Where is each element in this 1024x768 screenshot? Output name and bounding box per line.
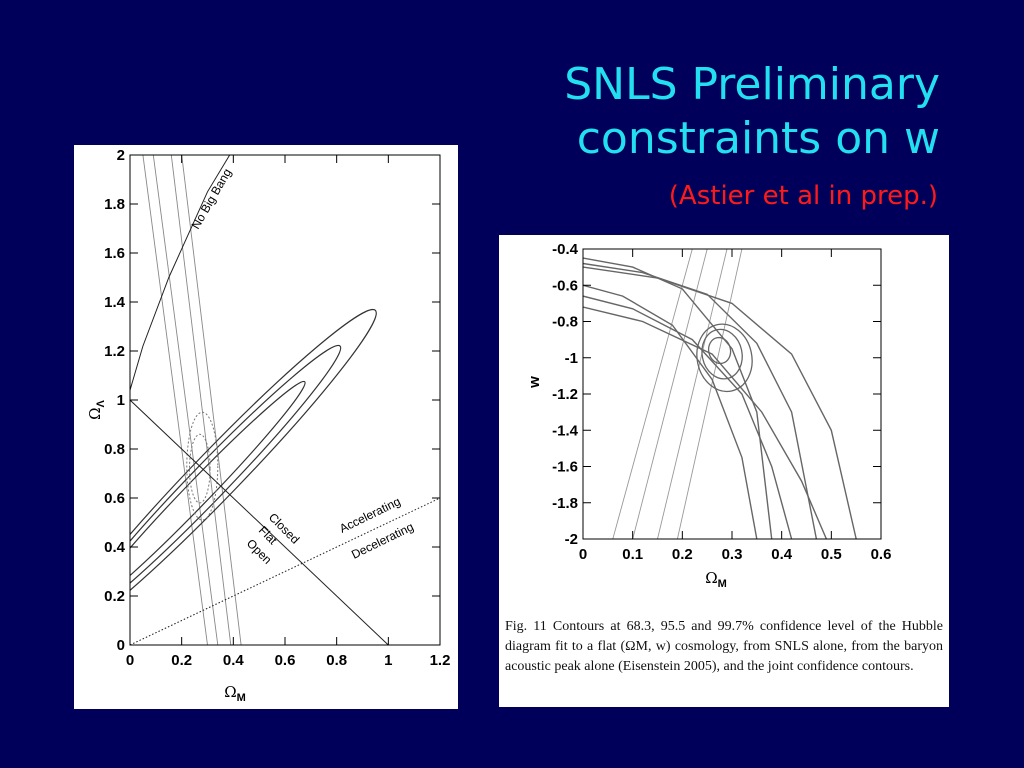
omega-lambda-axis-tick-label: 1.4 (104, 294, 126, 311)
w-chart-omega-m-axis-tick-label: 0.4 (771, 546, 793, 563)
omega-lambda-axis-tick-label: 0.4 (104, 539, 126, 556)
bao-band-line (676, 249, 743, 539)
w-chart-omega-m-axis-label: ΩM (705, 569, 727, 590)
snls-band-curve (583, 262, 818, 539)
w-axis-tick-label: -0.6 (552, 277, 578, 294)
snls-contour (130, 380, 306, 606)
snls-band-curve (583, 266, 857, 539)
w-axis-tick-label: -0.4 (552, 241, 579, 258)
w-axis-tick-label: -1 (565, 350, 578, 367)
joint-contour (189, 433, 211, 504)
flat-line (130, 399, 389, 645)
bao-band-line (152, 155, 219, 645)
joint-contour (696, 323, 753, 393)
bao-band-line (657, 249, 728, 539)
omega-lambda-axis-tick-label: 1.6 (104, 245, 125, 262)
omega-lambda-axis-tick-label: 0.8 (104, 441, 125, 458)
w-chart-panel: 0 0.1 0.2 0.3 0.4 0.5 0.6 -2 -1.8 -1.6 -1.4 -1.2 -1 -… (499, 235, 949, 707)
w-axis-tick-label: -0.8 (552, 314, 578, 331)
omega-m-axis-tick-label: 0.8 (326, 652, 347, 669)
w-axis-label: w (526, 376, 543, 389)
w-chart-omega-m-axis-tick-label: 0.6 (871, 546, 892, 563)
slide-title: SNLS Preliminary constraints on w (564, 58, 940, 166)
snls-contour (130, 344, 342, 622)
omega-lambda-axis-tick-label: 2 (117, 147, 125, 164)
w-chart-omega-m-axis-tick-label: 0.1 (622, 546, 643, 563)
snls-band-curve (583, 284, 758, 539)
bao-band-line (612, 249, 693, 539)
omega-lambda-axis-tick-label: 1.2 (104, 343, 125, 360)
w-axis-tick-label: -1.8 (552, 495, 578, 512)
omega-m-axis-tick-label: 0.6 (275, 652, 296, 669)
omega-m-axis-tick-label: 0.4 (223, 652, 245, 669)
snls-band-curve (583, 306, 828, 539)
w-plot-area (583, 249, 857, 539)
omega-lambda-axis-label: ΩΛ (86, 399, 107, 419)
omega-m-axis-tick-label: 0 (126, 652, 134, 669)
bao-band-line (142, 155, 208, 645)
w-axis-tick-label: -1.4 (552, 422, 579, 439)
omega-lambda-axis-tick-label: 0.2 (104, 588, 125, 605)
omega-lambda-axis-tick-label: 0.6 (104, 490, 125, 507)
slide-title-line1: SNLS Preliminary (564, 59, 940, 110)
slide-subtitle: (Astier et al in prep.) (668, 181, 938, 211)
bao-band-line (170, 155, 232, 645)
no-big-bang-label: No Big Bang (188, 166, 234, 231)
w-axis-tick-label: -1.6 (552, 459, 578, 476)
omega-lambda-plot-area (130, 155, 440, 645)
w-axis-tick-label: -2 (565, 531, 578, 548)
w-chart-omega-m-axis-tick-label: 0.3 (722, 546, 743, 563)
figure-caption: Fig. 11 Contours at 68.3, 95.5 and 99.7%… (505, 619, 943, 674)
omega-lambda-chart-panel: 0 0.2 0.4 0.6 0.8 1 1.2 0 0.2 0.4 0.6 0.8 1 1.2 1.4 1.6… (74, 145, 458, 709)
omega-lambda-axis-tick-label: 0 (117, 637, 125, 654)
joint-contour (186, 411, 219, 521)
bao-band-line (181, 155, 242, 645)
w-chart-omega-m-axis-tick-label: 0 (579, 546, 587, 563)
omega-lambda-axis-tick-label: 1 (117, 392, 125, 409)
omega-m-axis-tick-label: 1 (384, 652, 392, 669)
no-big-bang-line (130, 155, 231, 391)
joint-contour (701, 328, 743, 380)
omega-lambda-axis-tick-label: 1.8 (104, 196, 125, 213)
omega-m-axis-tick-label: 0.2 (171, 652, 192, 669)
snls-band-curve (583, 257, 773, 539)
w-chart-omega-m-axis-tick-label: 0.2 (672, 546, 693, 563)
w-chart: 0 0.1 0.2 0.3 0.4 0.5 0.6 -2 -1.8 -1.6 -1.4 -1.2 -1 -… (526, 241, 892, 590)
omega-lambda-chart: 0 0.2 0.4 0.6 0.8 1 1.2 0 0.2 0.4 0.6 0.8 1 1.2 1.4 1.6… (86, 147, 451, 704)
w-axis-tick-label: -1.2 (552, 386, 578, 403)
accel-decel-line (130, 497, 440, 645)
bao-band-line (632, 249, 708, 539)
w-chart-omega-m-axis-tick-label: 0.5 (821, 546, 842, 563)
omega-m-axis-label: ΩM (224, 683, 246, 704)
slide-title-line2: constraints on w (576, 113, 940, 164)
snls-contour (130, 308, 377, 639)
omega-m-axis-tick-label: 1.2 (430, 652, 451, 669)
snls-band-curve (583, 295, 793, 539)
joint-contour (707, 336, 732, 365)
